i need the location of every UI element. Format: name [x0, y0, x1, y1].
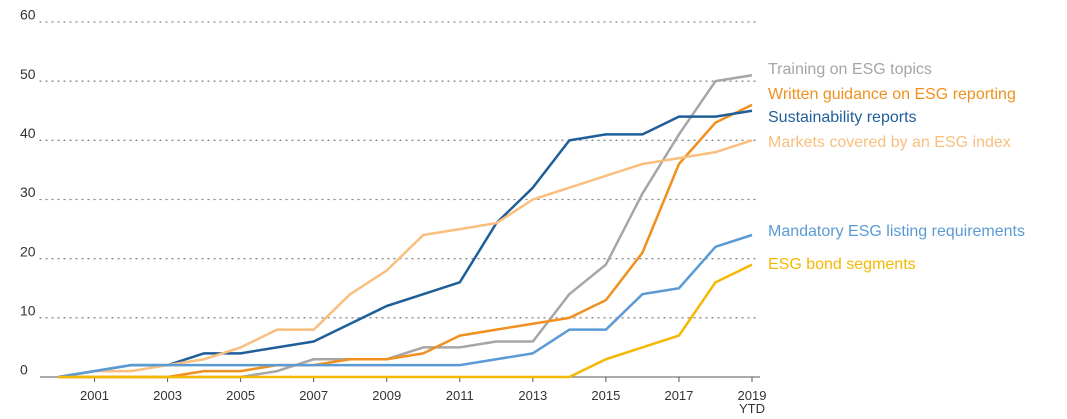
- legend-label: Written guidance on ESG reporting: [768, 86, 1016, 103]
- y-tick-label: 0: [20, 362, 28, 378]
- series-line: [57, 139, 753, 379]
- y-tick-label: 60: [20, 7, 36, 23]
- x-tick-label: 2003: [153, 388, 183, 403]
- y-tick-label: 40: [20, 125, 36, 141]
- legend-label: Sustainability reports: [768, 109, 917, 126]
- y-tick-label: 30: [20, 184, 36, 200]
- legend-label: Markets covered by an ESG index: [768, 134, 1011, 151]
- x-tick-label: 2007: [299, 388, 329, 403]
- x-tick-label: 2013: [518, 388, 548, 403]
- series-line: [58, 103, 753, 379]
- legend-label: Mandatory ESG listing requirements: [768, 223, 1025, 240]
- series-line: [57, 233, 753, 379]
- x-tick-label: 2009: [372, 388, 402, 403]
- x-tick-label: 2011: [445, 388, 474, 403]
- y-tick-label: 10: [20, 303, 36, 319]
- x-tick-label: 2015: [591, 388, 621, 403]
- x-tick-label: 2001: [80, 388, 109, 403]
- x-tick-label: 2019 YTD: [737, 388, 767, 416]
- y-tick-label: 20: [20, 243, 36, 259]
- series-line: [58, 263, 753, 379]
- legend-label: Training on ESG topics: [768, 61, 932, 78]
- series-line: [57, 109, 753, 379]
- legend-label: ESG bond segments: [768, 256, 916, 273]
- x-tick-label: 2005: [226, 388, 256, 403]
- series-line: [58, 74, 753, 379]
- y-tick-label: 50: [20, 66, 36, 82]
- x-tick-label: 2017: [664, 388, 694, 403]
